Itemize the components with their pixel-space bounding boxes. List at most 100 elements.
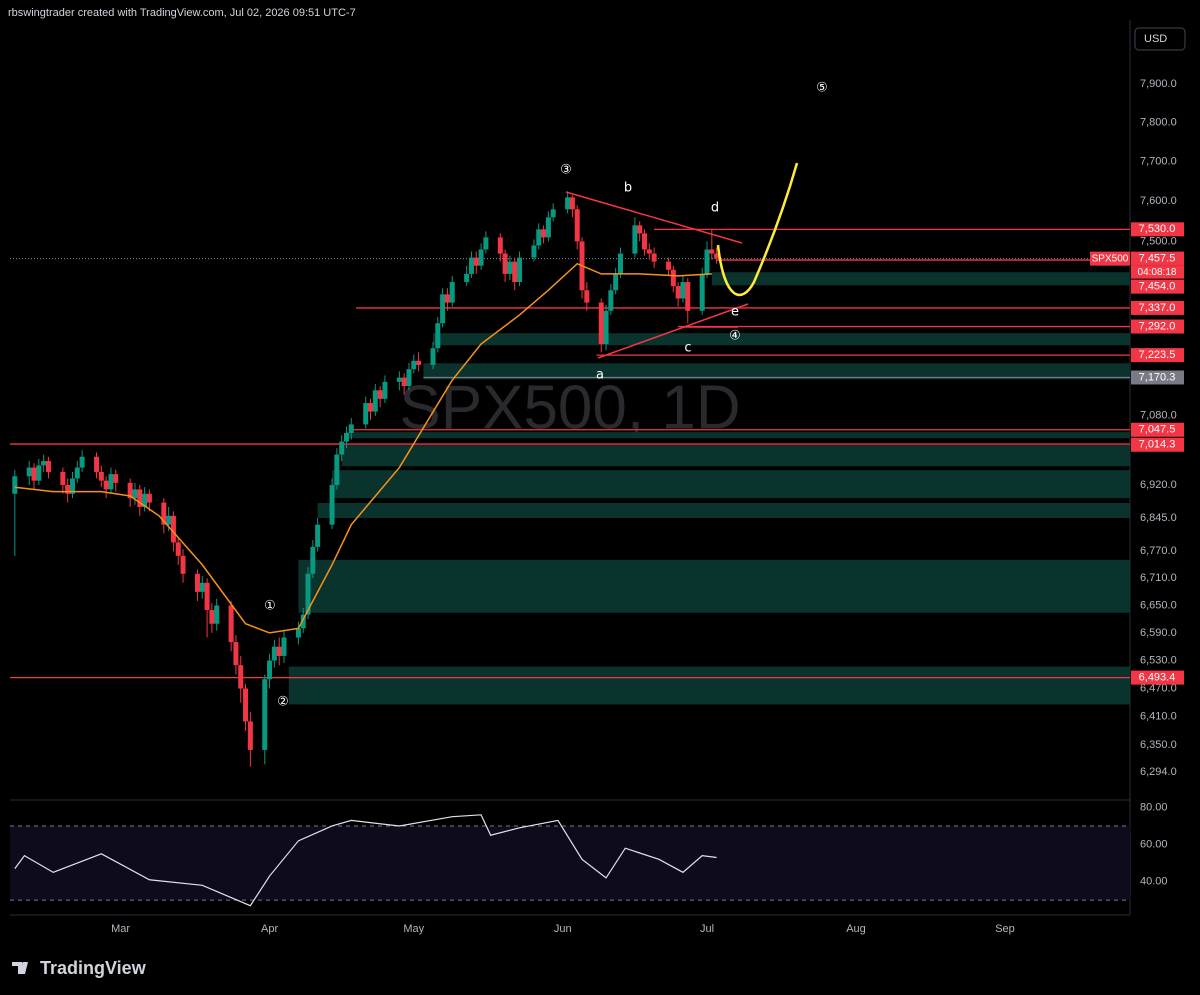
candle-body [377, 390, 383, 399]
zone [433, 333, 1131, 346]
candle-body [79, 456, 85, 468]
zone [423, 363, 1130, 380]
currency-box[interactable] [1134, 27, 1186, 51]
price-tag [1131, 319, 1184, 334]
price-tag-label: 7,454.0 [1139, 281, 1176, 293]
candle-body [517, 257, 523, 283]
x-tick-label: Aug [846, 923, 866, 935]
candle-body [132, 489, 138, 499]
candle-body [113, 474, 119, 483]
price-tag [1131, 279, 1184, 294]
zone [298, 559, 1131, 613]
candle-body [45, 461, 51, 472]
symbol-tag-label: SPX500 [1092, 253, 1129, 264]
candle-body [69, 478, 75, 494]
candle-body [531, 245, 537, 258]
y-tick-label: 6,294.0 [1140, 766, 1177, 778]
wave-label: ⑤ [816, 81, 828, 96]
candle-body [343, 432, 349, 442]
candle-body [545, 217, 551, 238]
candle-body [444, 294, 450, 303]
candle-body [396, 377, 402, 382]
y-tick-label: 6,530.0 [1140, 654, 1177, 666]
candle-body [214, 605, 220, 624]
projection-curve [716, 162, 799, 297]
candle-body [295, 628, 301, 638]
candle-body [617, 253, 623, 274]
candle-body [468, 257, 474, 274]
zone [341, 445, 1130, 467]
candle-body [608, 290, 614, 311]
x-tick-label: Jul [700, 923, 714, 935]
candle-body [161, 502, 167, 525]
candle-body [334, 454, 340, 486]
wave-label: ② [277, 695, 289, 710]
candle-body [209, 610, 215, 624]
y-tick-label: 6,410.0 [1140, 711, 1177, 723]
x-tick-label: May [403, 923, 424, 935]
candle-body [142, 493, 148, 507]
candle-body [31, 467, 37, 481]
y-tick-label: 6,470.0 [1140, 682, 1177, 694]
candle-body [339, 441, 345, 455]
candle-body [108, 474, 114, 490]
wave-label: ④ [729, 329, 741, 344]
candle-body [382, 381, 388, 399]
candle-body [642, 233, 648, 250]
candle-body [714, 253, 720, 259]
countdown-tag [1131, 265, 1184, 279]
y-tick-label: 6,710.0 [1140, 572, 1177, 584]
price-tag-label: 7,014.3 [1139, 439, 1176, 451]
candle-body [180, 555, 186, 574]
candle-body [670, 269, 676, 287]
candle-body [541, 229, 547, 238]
candle-body [449, 282, 455, 303]
wave-label: a [596, 368, 604, 383]
price-tag [1131, 300, 1184, 315]
candle-body [646, 249, 652, 254]
price-tag-label: 6,493.4 [1139, 671, 1176, 683]
candle-body [26, 467, 32, 477]
candle-body [478, 249, 484, 266]
candle-body [127, 482, 133, 499]
x-tick-label: Sep [995, 923, 1015, 935]
rsi-line [14, 814, 717, 907]
candle-body [247, 721, 253, 750]
price-tag-label: 7,047.5 [1139, 424, 1176, 436]
candle-body [574, 209, 580, 242]
brand: TradingView [40, 958, 147, 978]
wave-label: d [711, 201, 719, 216]
rsi-tick-label: 80.00 [1140, 801, 1168, 813]
zone [332, 470, 1131, 499]
zone [288, 666, 1130, 705]
countdown: 04:08:18 [1138, 267, 1177, 278]
candle-body [329, 485, 335, 525]
candle-body [228, 605, 234, 643]
candle-body [473, 257, 479, 266]
candle-body [305, 573, 311, 615]
wave-label: ③ [560, 163, 572, 178]
logo: TradingView [12, 958, 147, 978]
price-tag-label: 7,170.3 [1139, 371, 1176, 383]
price-tag [1131, 222, 1184, 237]
candle-body [507, 261, 513, 274]
candle-body [204, 582, 210, 611]
logo-dot [22, 962, 26, 966]
price-tag [1131, 348, 1184, 363]
candle-body [238, 665, 244, 689]
rsi-tick-label: 60.00 [1140, 838, 1168, 850]
price-tag [1131, 251, 1184, 266]
candle-body [137, 489, 143, 507]
author-line: rbswingtrader created with TradingView.c… [8, 7, 356, 19]
y-tick-label: 7,080.0 [1140, 410, 1177, 422]
price-tag-label: 7,337.0 [1139, 302, 1176, 314]
y-tick-label: 7,600.0 [1140, 195, 1177, 207]
wave-label: e [731, 305, 739, 320]
wave-label: c [684, 341, 691, 356]
candle-body [685, 282, 691, 311]
candle-body [276, 646, 282, 656]
candle-body [603, 310, 609, 345]
y-tick-label: 7,500.0 [1140, 235, 1177, 247]
candle-body [166, 515, 172, 525]
